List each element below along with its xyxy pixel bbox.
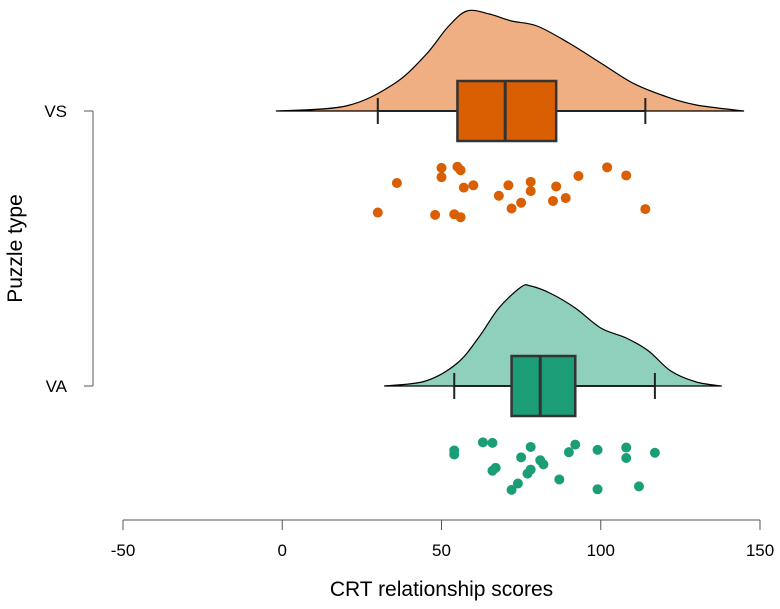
- data-point-vs: [391, 177, 402, 188]
- data-point-va: [592, 484, 603, 495]
- boxplot-va: [453, 354, 656, 418]
- data-point-va: [516, 452, 527, 463]
- data-point-va: [633, 481, 644, 492]
- data-point-va: [525, 464, 536, 475]
- data-point-vs: [436, 162, 447, 173]
- data-point-vs: [436, 172, 447, 183]
- data-point-vs: [493, 190, 504, 201]
- box-iqr-vs: [456, 79, 558, 143]
- data-point-va: [512, 478, 523, 489]
- data-point-va: [570, 439, 581, 450]
- data-point-va: [477, 437, 488, 448]
- x-tick-label: 0: [278, 541, 287, 560]
- data-point-vs: [455, 165, 466, 176]
- x-axis-title: CRT relationship scores: [330, 578, 553, 601]
- data-point-vs: [468, 180, 479, 191]
- boxplot-vs: [376, 79, 647, 143]
- y-tick-label-vs: VS: [44, 102, 67, 121]
- x-tick-label: 100: [587, 541, 615, 560]
- data-point-va: [490, 462, 501, 473]
- data-point-va: [487, 437, 498, 448]
- data-point-va: [592, 444, 603, 455]
- boxplots: [376, 79, 656, 418]
- data-point-vs: [602, 162, 613, 173]
- data-point-va: [525, 441, 536, 452]
- data-point-vs: [506, 203, 517, 214]
- density-cloud-va: [384, 284, 722, 387]
- data-point-vs: [573, 171, 584, 182]
- data-point-vs: [560, 193, 571, 204]
- data-point-vs: [372, 207, 383, 218]
- data-point-vs: [458, 182, 469, 193]
- data-point-va: [449, 449, 460, 460]
- data-point-vs: [525, 186, 536, 197]
- data-point-va: [554, 474, 565, 485]
- raw-data-points: [372, 161, 660, 495]
- density-cloud-vs: [275, 9, 745, 112]
- data-point-va: [538, 459, 549, 470]
- y-tick-label-va: VA: [46, 377, 68, 396]
- data-point-va: [621, 442, 632, 453]
- data-point-vs: [430, 209, 441, 220]
- data-point-vs: [551, 181, 562, 192]
- y-axis-title: Puzzle type: [4, 194, 27, 303]
- data-point-vs: [621, 170, 632, 181]
- data-point-vs: [503, 180, 514, 191]
- data-point-vs: [525, 176, 536, 187]
- data-point-vs: [455, 212, 466, 223]
- data-point-vs: [640, 204, 651, 215]
- box-iqr-va: [510, 354, 577, 418]
- data-point-va: [506, 484, 517, 495]
- density-clouds: [275, 9, 745, 387]
- data-point-vs: [547, 195, 558, 206]
- data-point-va: [621, 452, 632, 463]
- x-tick-label: -50: [111, 541, 136, 560]
- data-point-vs: [516, 197, 527, 208]
- data-point-va: [649, 447, 660, 458]
- x-tick-label: 50: [432, 541, 451, 560]
- axes: VS VA -50 0 50 100 150: [44, 102, 774, 560]
- x-tick-label: 150: [746, 541, 774, 560]
- data-point-va: [563, 447, 574, 458]
